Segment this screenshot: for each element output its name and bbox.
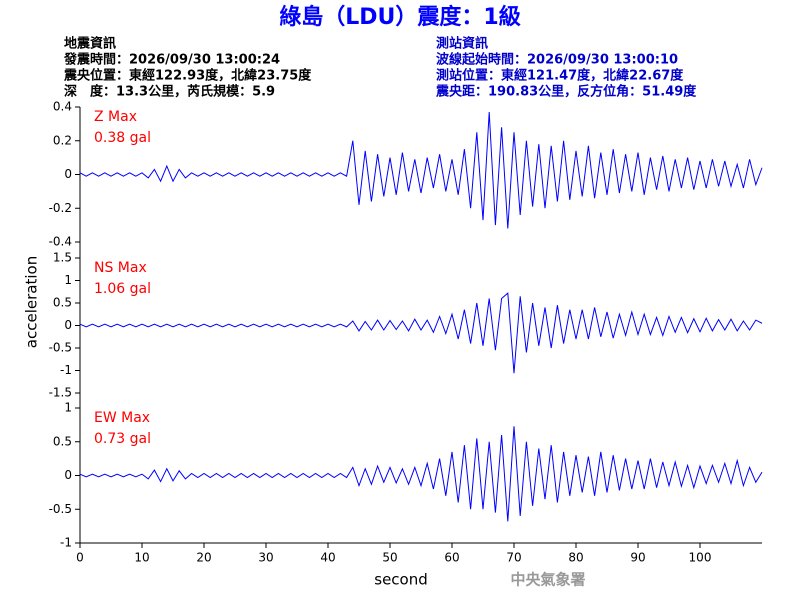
quake-info: 發震時間：2026/09/30 13:00:24	[63, 52, 280, 68]
panel-name: NS Max	[94, 260, 147, 276]
y-tick-label: -0.2	[49, 201, 72, 215]
x-tick-label: 50	[382, 551, 397, 565]
x-tick-label: 20	[196, 551, 211, 565]
y-tick-label: 0.2	[53, 133, 72, 147]
y-tick-label: -1	[60, 536, 72, 550]
station-info: 測站資訊	[436, 36, 488, 52]
y-tick-label: -0.4	[49, 235, 72, 249]
x-tick-label: 30	[258, 551, 273, 565]
footer: 中央氣象署	[510, 571, 585, 589]
station-info: 波線起始時間：2026/09/30 13:00:10	[436, 52, 678, 68]
x-axis-label: second	[374, 571, 428, 589]
panel-name: Z Max	[94, 109, 137, 125]
x-tick-label: 0	[76, 551, 84, 565]
y-axis-label: acceleration	[23, 256, 41, 348]
y-tick-label: -1	[60, 363, 72, 377]
x-tick-label: 10	[134, 551, 149, 565]
x-tick-label: 40	[320, 551, 335, 565]
x-tick-label: 90	[630, 551, 645, 565]
y-tick-label: -0.5	[49, 341, 72, 355]
station-info: 震央距：190.83公里，反方位角：51.49度	[435, 84, 697, 100]
x-tick-label: 60	[444, 551, 459, 565]
y-tick-label: 1	[64, 401, 72, 415]
panel-name: EW Max	[94, 410, 150, 426]
y-tick-label: 1.5	[53, 251, 72, 265]
peak-label: 0.38 gal	[94, 130, 151, 146]
peak-label: 1.06 gal	[94, 281, 151, 297]
peak-label: 0.73 gal	[94, 431, 151, 447]
y-tick-label: -0.5	[49, 502, 72, 516]
waveform	[79, 292, 763, 374]
title: 綠島（LDU）震度：1級	[279, 4, 520, 30]
y-tick-label: 0	[64, 468, 72, 482]
y-tick-label: 0	[64, 318, 72, 332]
quake-info: 深 度：13.3公里，芮氏規模：5.9	[64, 84, 275, 100]
y-tick-label: 0.4	[53, 100, 72, 114]
waveform	[79, 426, 763, 522]
y-tick-label: 0	[64, 167, 72, 181]
waveform	[79, 112, 763, 229]
y-tick-label: -1.5	[49, 386, 72, 400]
y-tick-label: 1	[64, 273, 72, 287]
x-tick-label: 100	[689, 551, 712, 565]
y-tick-label: 0.5	[53, 434, 72, 448]
x-tick-label: 70	[506, 551, 521, 565]
x-tick-label: 80	[568, 551, 583, 565]
quake-info: 震央位置：東經122.93度，北緯23.75度	[63, 68, 312, 84]
station-info: 測站位置：東經121.47度，北緯22.67度	[436, 68, 684, 84]
quake-info: 地震資訊	[64, 36, 116, 52]
y-tick-label: 0.5	[53, 296, 72, 310]
